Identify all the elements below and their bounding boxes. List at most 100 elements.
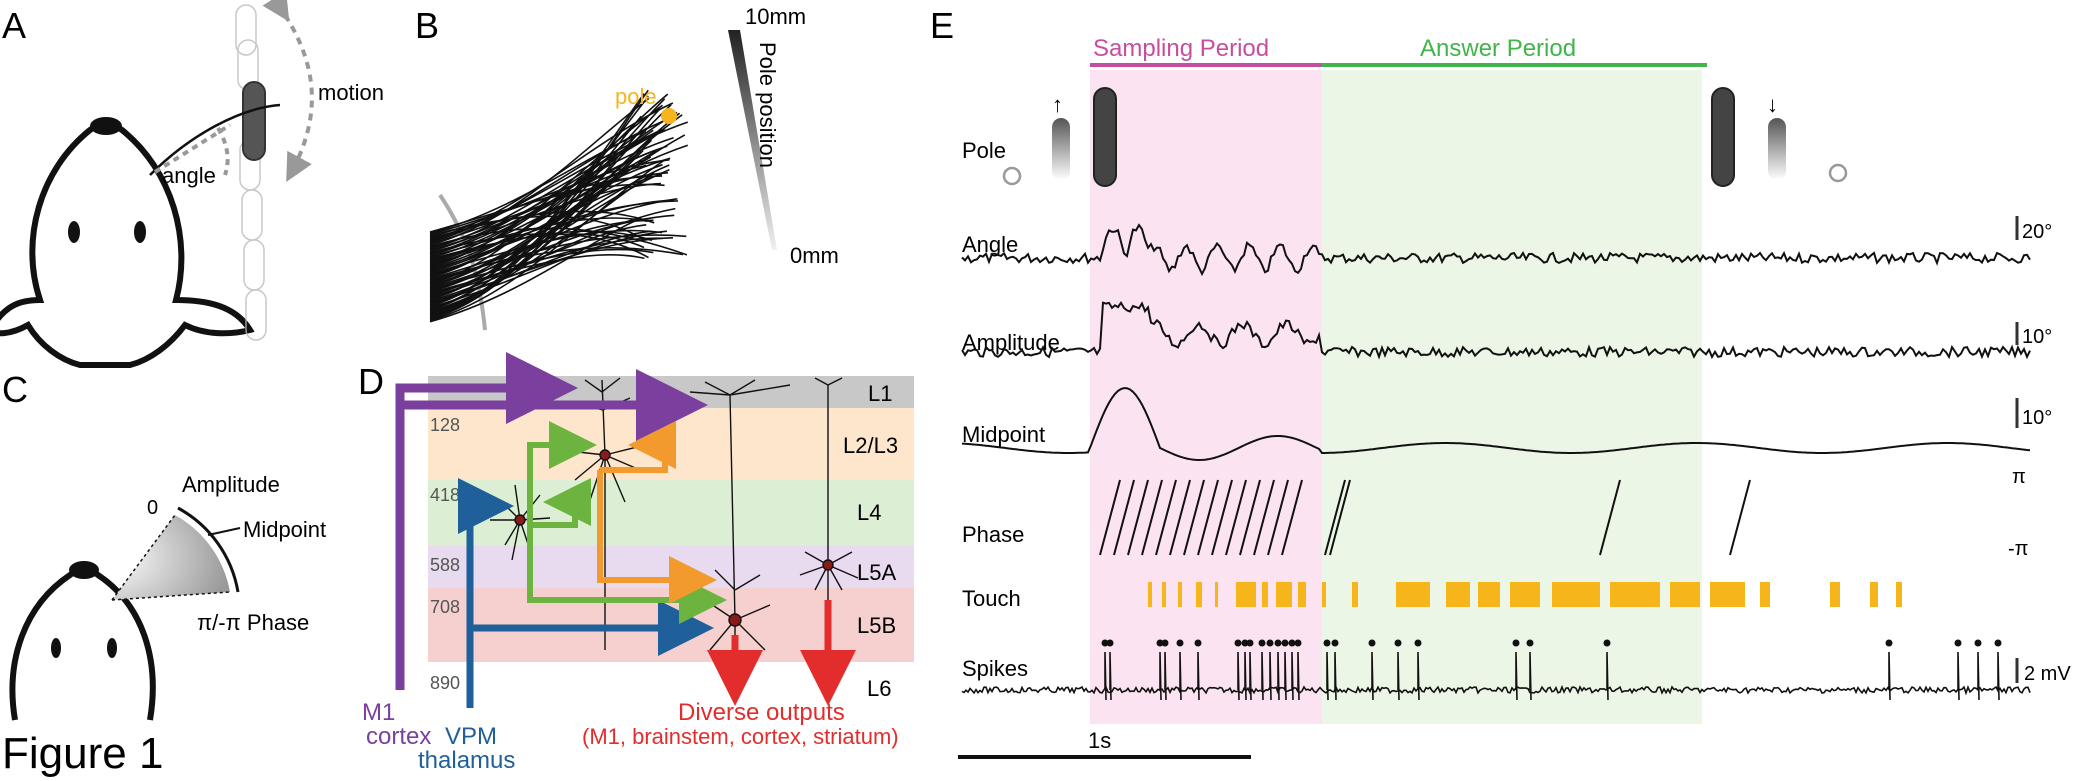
touch-bar: [1552, 582, 1600, 607]
touch-bar: [1148, 582, 1152, 607]
spike-dot: [1241, 639, 1249, 647]
whisker-path: [429, 144, 689, 272]
whisker-path: [429, 93, 645, 307]
spike-dot: [1974, 639, 1982, 647]
panel-e: E Sampling Period Answer Period Pole Ang…: [930, 5, 2071, 759]
layer-name-l23: L2/L3: [843, 433, 898, 458]
l4-to-l23-arrow: [527, 421, 597, 525]
sampling-period-shade: [1090, 70, 1322, 724]
phase-cycle: [1324, 479, 1346, 556]
l4-to-l5-arrow: [527, 525, 727, 624]
angle-trace: [961, 223, 2031, 277]
mouse-eye-right-c: [107, 638, 117, 658]
motion-arrow: [262, 0, 314, 183]
whisker-path: [429, 207, 676, 302]
depth-418: 418: [430, 485, 460, 505]
touch-bar: [1896, 582, 1902, 607]
touch-bar: [1396, 582, 1430, 607]
mouse-eye-right-a: [134, 221, 146, 243]
touch-bar: [1870, 582, 1878, 607]
figure-title: Figure 1: [2, 729, 163, 778]
spike-dot: [1368, 639, 1376, 647]
layer-band-l23: [428, 408, 914, 480]
spike-dot: [1512, 639, 1520, 647]
angle-arc: [216, 126, 230, 176]
phase-cycle: [1239, 479, 1261, 556]
panel-d-label: D: [358, 361, 384, 402]
m1-label: M1: [362, 699, 395, 726]
layer-name-l1: L1: [868, 381, 892, 406]
spike-dot: [1176, 639, 1184, 647]
spike-dot: [1266, 639, 1274, 647]
touch-bar: [1162, 582, 1166, 607]
touch-bar: [1236, 582, 1256, 607]
spike-dot: [1274, 639, 1282, 647]
panel-d: D L1 L2/L3 L4 L5A L5B L6 128 418 588 708…: [358, 352, 914, 774]
phase-cycle: [1141, 479, 1163, 556]
phase-bottom-label: -π: [2008, 538, 2028, 560]
m1-arrow-l1: [395, 352, 578, 690]
touch-bar: [1178, 582, 1182, 607]
vpm-label-thalamus: thalamus: [418, 747, 515, 774]
spike-dot: [1101, 639, 1109, 647]
spike-dot: [1294, 639, 1302, 647]
whisker-bundle: [429, 89, 689, 323]
spike-dot: [1394, 639, 1402, 647]
amplitude-trace: [961, 300, 2031, 360]
angle-label: angle: [162, 163, 216, 188]
pole-falling-icon: [1768, 118, 1786, 180]
layer-name-l4: L4: [857, 500, 881, 525]
phase-cycle: [1183, 479, 1205, 556]
whisker-path: [429, 149, 644, 314]
whisker-path: [429, 107, 661, 320]
pole-down-arrow: ↓: [1767, 92, 1778, 117]
depth-890: 890: [430, 673, 460, 693]
phase-cycle: [1197, 479, 1219, 556]
zero-label: 0: [147, 497, 158, 519]
outputs-targets: (M1, brainstem, cortex, striatum): [582, 724, 899, 749]
panel-a: A motion angle: [0, 0, 384, 368]
mouse-head-a: [0, 121, 255, 368]
angle-ref-line: [153, 123, 232, 174]
whisker-path: [429, 89, 649, 318]
mouse-nose-c: [69, 561, 99, 579]
phase-label: π/-π Phase: [197, 610, 309, 635]
spike-markers: [1101, 639, 2002, 647]
phase-cycle: [1329, 479, 1351, 556]
m1-label-cortex: cortex: [366, 723, 431, 750]
row-label-spikes: Spikes: [962, 656, 1028, 681]
answer-period-label: Answer Period: [1420, 35, 1576, 62]
touch-bar: [1610, 582, 1660, 607]
phase-cycle: [1599, 479, 1621, 556]
pole-in-answer: [1711, 87, 1735, 187]
touch-bar: [1830, 582, 1840, 607]
phase-cycle: [1281, 479, 1303, 556]
panel-a-label: A: [2, 5, 26, 46]
whisker-path: [429, 104, 663, 268]
pole-label: pole: [615, 84, 657, 109]
panel-b-label: B: [415, 5, 439, 46]
spike-dot: [1994, 639, 2002, 647]
pole-position-scale: [728, 30, 777, 250]
spike-dot: [1885, 639, 1893, 647]
phase-top-label: π: [2012, 466, 2026, 488]
scale-title: Pole position: [755, 42, 780, 168]
whisker-path: [429, 97, 650, 246]
vpm-arrow-l4: [458, 478, 514, 708]
spikes-trace: [961, 651, 2031, 701]
touch-bar: [1298, 582, 1306, 607]
spikes-scale-label: 2 mV: [2024, 663, 2071, 685]
row-label-touch: Touch: [962, 586, 1021, 611]
phase-cycle: [1113, 479, 1135, 556]
touch-bar: [1510, 582, 1540, 607]
touch-bar: [1710, 582, 1745, 607]
spike-dot: [1234, 639, 1242, 647]
spike-dot: [1331, 639, 1339, 647]
phase-trace: [1099, 479, 1751, 556]
midpoint-tick: [207, 527, 241, 536]
spike-dot: [1414, 639, 1422, 647]
panel-c: C Amplitude 0 Midpoint π/-π Phase Figure…: [2, 369, 326, 778]
whisk-fan: [112, 515, 230, 600]
angle-scale-label: 20°: [2022, 221, 2052, 243]
